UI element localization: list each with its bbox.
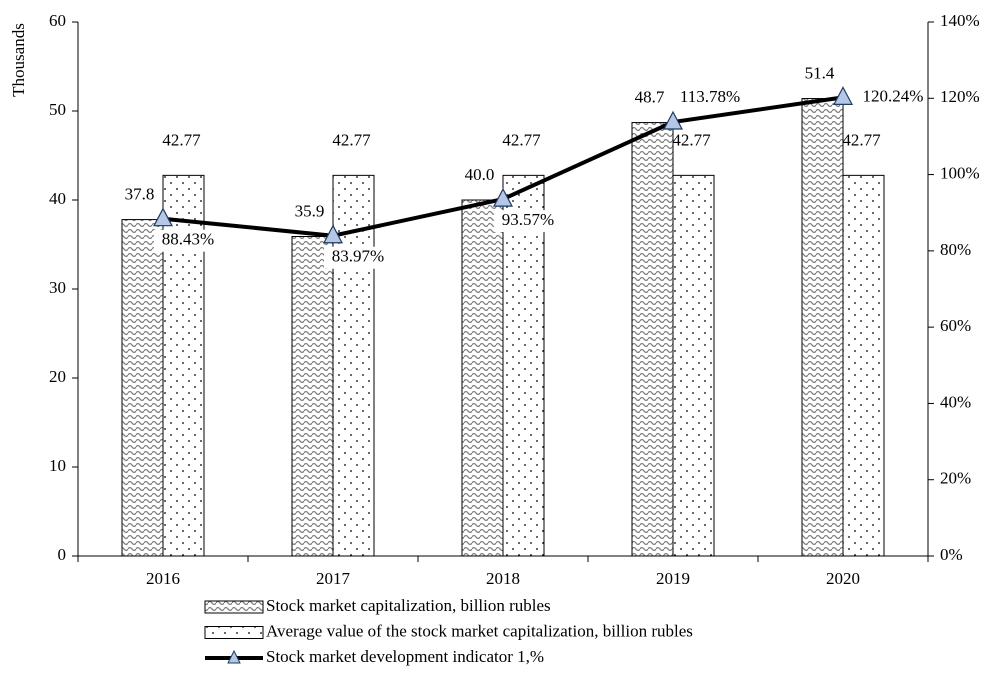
bar — [801, 98, 844, 557]
data-label: 42.77 — [332, 130, 371, 149]
legend-label: Average value of the stock market capita… — [266, 621, 693, 640]
data-label: 37.8 — [125, 184, 155, 203]
line-marker — [323, 224, 343, 244]
data-label: 40.0 — [465, 165, 495, 184]
y-tick-label: 30 — [49, 278, 66, 297]
data-label: 42.77 — [672, 130, 711, 149]
x-tick-label: 2020 — [826, 569, 860, 588]
y-tick-label: 50 — [49, 100, 66, 119]
line-marker — [153, 207, 173, 227]
data-label-bg — [676, 87, 744, 110]
line-marker — [663, 110, 683, 130]
data-label: 93.57% — [502, 210, 554, 229]
y2-tick-label: 100% — [940, 163, 980, 182]
x-tick-label: 2016 — [146, 569, 180, 588]
legend-swatch — [204, 600, 264, 614]
data-label: 48.7 — [635, 87, 665, 106]
x-tick-label: 2017 — [316, 569, 351, 588]
y-tick-label: 60 — [49, 11, 66, 30]
line-marker — [493, 187, 513, 207]
y2-tick-label: 120% — [940, 87, 980, 106]
data-label: 35.9 — [295, 201, 325, 220]
legend-label: Stock market capitalization, billion rub… — [266, 596, 551, 615]
bar — [631, 122, 674, 557]
legend-label: Stock market development indicator 1,% — [266, 647, 544, 666]
data-label-bg — [494, 210, 562, 233]
data-label: 42.77 — [162, 130, 201, 149]
data-label: 42.77 — [502, 130, 541, 149]
data-label: 51.4 — [805, 63, 835, 82]
y2-tick-label: 140% — [940, 11, 980, 30]
data-label: 83.97% — [332, 247, 384, 266]
x-tick-label: 2018 — [486, 569, 520, 588]
legend-swatch — [204, 626, 264, 639]
y-tick-label: 20 — [49, 367, 66, 386]
legend-marker — [227, 649, 241, 664]
data-label-bg — [859, 86, 927, 109]
y2-tick-label: 80% — [940, 240, 971, 259]
line-marker — [833, 86, 853, 105]
bar — [842, 174, 885, 557]
bar — [502, 174, 545, 557]
data-label: 88.43% — [162, 230, 214, 249]
bar — [121, 219, 164, 557]
y2-tick-label: 60% — [940, 316, 971, 335]
y-tick-label: 10 — [49, 456, 66, 475]
y-axis-label: Thousands — [9, 23, 28, 97]
y-tick-label: 0 — [58, 545, 67, 564]
data-label-bg — [154, 229, 222, 252]
x-tick-label: 2019 — [656, 569, 690, 588]
y2-tick-label: 40% — [940, 392, 971, 411]
y2-tick-label: 0% — [940, 545, 963, 564]
bar — [291, 235, 334, 557]
data-label: 120.24% — [863, 86, 924, 105]
data-label: 42.77 — [842, 130, 881, 149]
bar — [461, 199, 504, 557]
data-label: 113.78% — [680, 87, 740, 106]
y-tick-label: 40 — [49, 189, 66, 208]
bar — [672, 174, 715, 557]
y2-tick-label: 20% — [940, 469, 971, 488]
data-label-bg — [324, 246, 392, 269]
